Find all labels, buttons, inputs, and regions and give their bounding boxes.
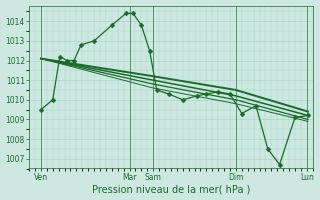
X-axis label: Pression niveau de la mer( hPa ): Pression niveau de la mer( hPa ) xyxy=(92,184,250,194)
